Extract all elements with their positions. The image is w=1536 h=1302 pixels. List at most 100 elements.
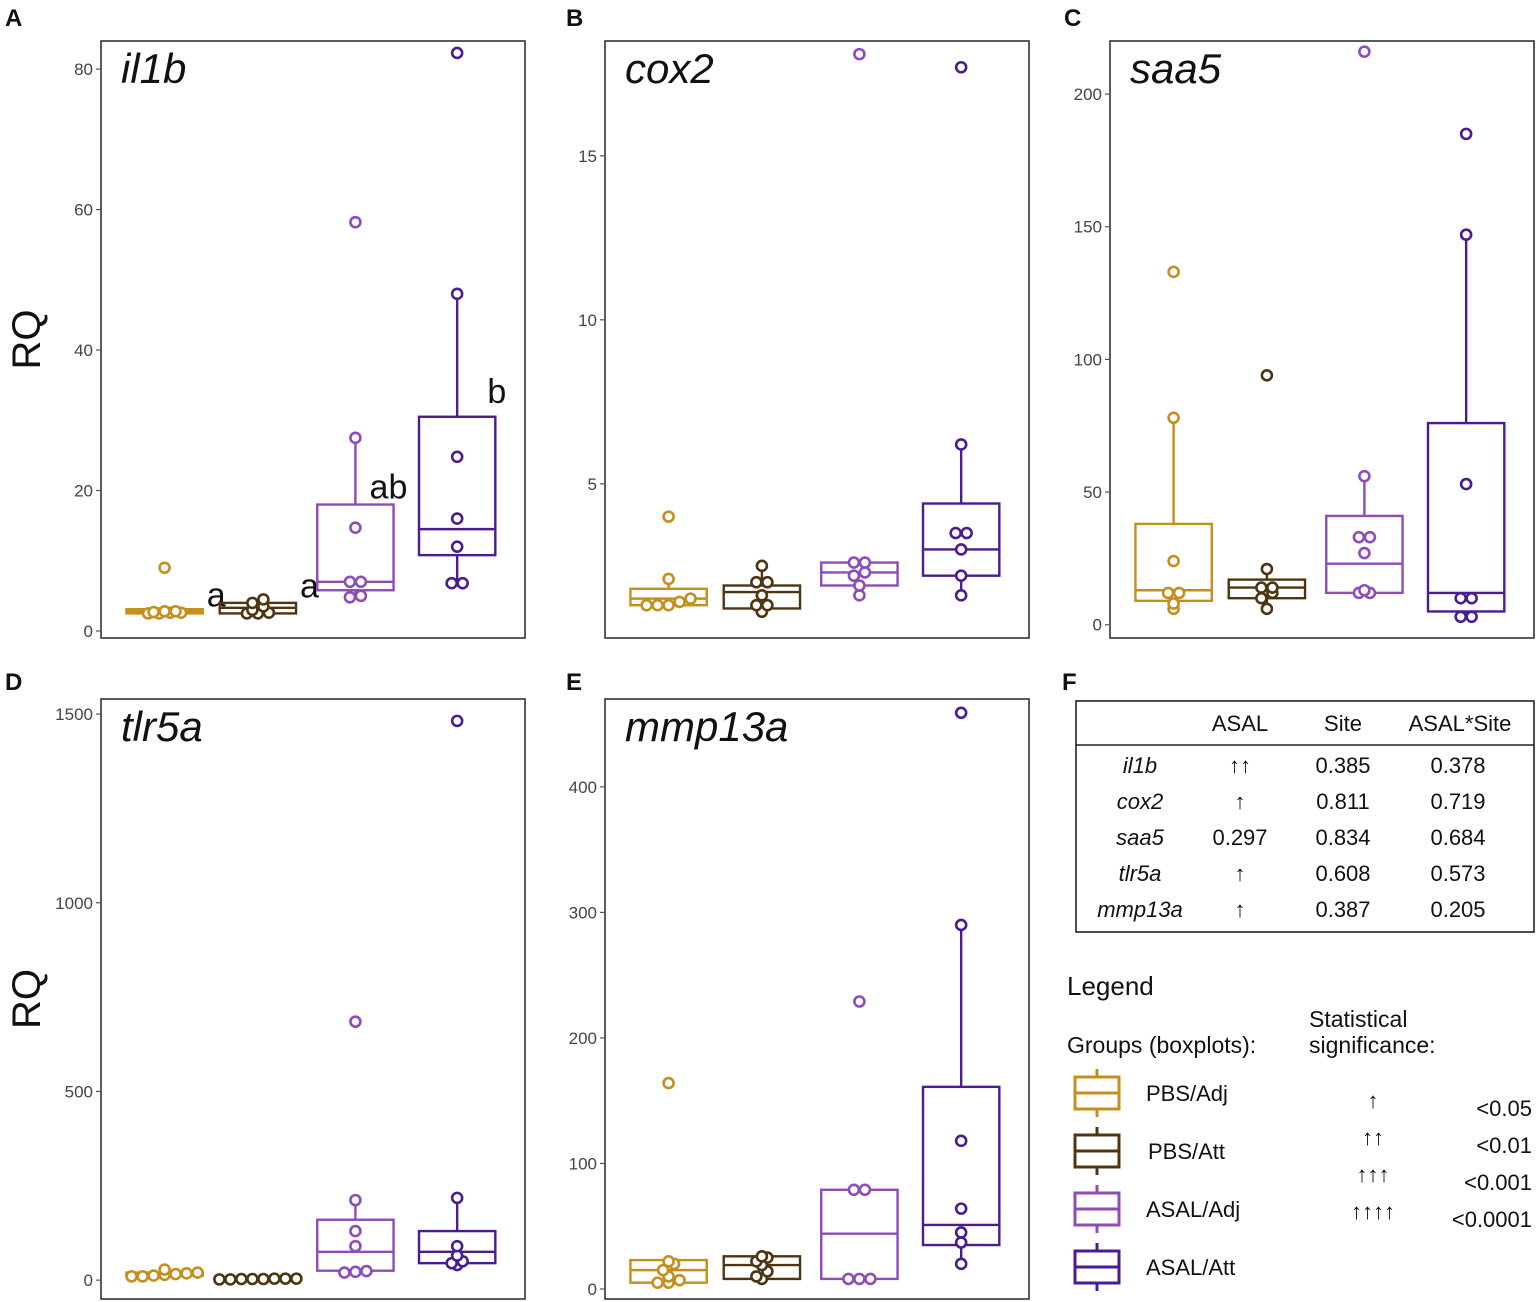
significance-threshold: <0.01 [1476, 1133, 1532, 1158]
stats-table-site: 0.387 [1315, 897, 1370, 922]
stats-table-frame [1075, 700, 1535, 933]
data-point [1465, 591, 1478, 605]
plot-frame [100, 40, 526, 639]
data-point [1255, 591, 1268, 605]
data-point [338, 1266, 351, 1279]
data-point [147, 605, 160, 619]
significance-threshold: <0.05 [1476, 1096, 1532, 1121]
data-point [755, 559, 769, 573]
y-tick-label: 300 [569, 903, 597, 922]
data-point [268, 1272, 281, 1285]
legend-item-pbs-adj: PBS/Adj [1073, 1069, 1228, 1117]
stats-table-row: cox2 ↑ 0.811 0.719 [1117, 789, 1486, 814]
data-point [662, 510, 675, 523]
legend-item-asal-att: ASAL/Att [1073, 1243, 1235, 1291]
data-point [853, 579, 866, 592]
data-point [651, 1276, 664, 1289]
data-point [864, 1272, 877, 1286]
panel-letter-f: F [1062, 669, 1077, 696]
stats-table-asal: ↑↑ [1229, 753, 1251, 778]
data-point [450, 287, 464, 301]
data-point [158, 605, 171, 618]
box-pbs-att: a [218, 567, 319, 620]
legend-item-label: PBS/Adj [1146, 1081, 1228, 1106]
plot-frame [1109, 40, 1535, 639]
plot-frame [604, 698, 1030, 1300]
data-point [349, 1224, 362, 1238]
gene-title: cox2 [625, 45, 714, 92]
y-axis-label: RQ [5, 310, 49, 370]
stats-table-interaction: 0.573 [1430, 861, 1485, 886]
data-point [954, 60, 968, 74]
stats-table-site: 0.608 [1315, 861, 1370, 886]
data-point [290, 1272, 303, 1285]
data-point [169, 1267, 182, 1281]
data-point [158, 561, 171, 575]
data-point [954, 1134, 968, 1148]
data-point [954, 589, 968, 602]
legend-groups: PBS/Adj PBS/Att ASAL/Adj ASAL/Att [1073, 1069, 1240, 1291]
y-tick-label: 200 [569, 1029, 597, 1048]
legend: Legend Groups (boxplots): Statistical si… [1067, 971, 1532, 1291]
data-point [445, 576, 458, 590]
data-point [224, 1273, 237, 1286]
stats-table-gene: mmp13a [1097, 897, 1183, 922]
stats-table-interaction: 0.719 [1430, 789, 1485, 814]
box-asal-att [921, 60, 1001, 602]
data-point [1172, 586, 1186, 600]
data-point [1260, 562, 1274, 576]
y-tick-label: 100 [1074, 350, 1102, 369]
data-point [662, 572, 675, 586]
data-point [954, 1202, 968, 1215]
plot-frame [604, 40, 1030, 639]
box-iqr [921, 502, 1001, 577]
y-tick-label: 100 [569, 1154, 597, 1173]
data-point [349, 1239, 362, 1253]
legend-significance-row: ↑↑↑↑ <0.0001 [1351, 1199, 1532, 1232]
stats-table-gene: saa5 [1116, 825, 1164, 850]
significance-arrows: ↑↑↑↑ [1351, 1199, 1395, 1224]
box-pbs-adj: a [125, 561, 226, 620]
data-point [1459, 477, 1473, 491]
data-point [853, 995, 866, 1008]
data-point [1266, 581, 1279, 594]
y-tick-label: 200 [1074, 85, 1102, 104]
significance-arrows: ↑↑ [1362, 1125, 1384, 1150]
panel-letter-c: C [1064, 5, 1081, 32]
data-point [673, 595, 686, 609]
data-point [450, 46, 464, 60]
legend-significance-header-line2: significance: [1309, 1032, 1436, 1058]
data-point [125, 1270, 138, 1283]
data-point [1358, 546, 1371, 560]
legend-title: Legend [1067, 971, 1154, 1001]
data-point [761, 598, 774, 612]
data-point [147, 1269, 160, 1282]
gene-title: mmp13a [625, 703, 788, 750]
box-asal-att [417, 714, 497, 1272]
legend-significance-header-line1: Statistical [1309, 1006, 1407, 1032]
group-letter: a [300, 567, 319, 605]
box-asal-adj: ab [316, 215, 407, 604]
data-point [360, 1264, 373, 1278]
box-iqr [316, 503, 395, 592]
stats-table-asal: ↑ [1235, 861, 1246, 886]
y-axis-label: RQ [5, 969, 49, 1029]
data-point [450, 540, 464, 553]
y-tick-label: 150 [1074, 218, 1102, 237]
data-point [1167, 411, 1180, 425]
data-point [858, 566, 872, 579]
stats-table-header-asal: ASAL [1212, 711, 1268, 736]
stats-table-row: tlr5a ↑ 0.608 0.573 [1119, 861, 1486, 886]
box-asal-adj [1325, 45, 1404, 600]
data-point [246, 596, 259, 610]
legend-item-asal-adj: ASAL/Adj [1073, 1185, 1240, 1233]
y-tick-label: 0 [1093, 616, 1102, 635]
data-point [949, 526, 962, 540]
stats-table-header-site: Site [1324, 711, 1362, 736]
data-point [853, 47, 866, 61]
